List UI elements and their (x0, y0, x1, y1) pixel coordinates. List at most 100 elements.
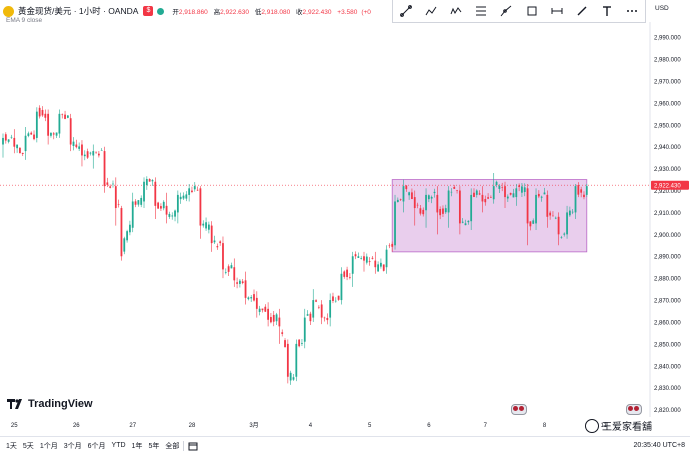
candle[interactable] (411, 188, 413, 200)
candle[interactable] (464, 219, 467, 226)
candle[interactable] (416, 202, 419, 209)
candle[interactable] (154, 177, 157, 219)
candle[interactable] (312, 289, 315, 322)
measure-tool-icon[interactable] (550, 4, 564, 18)
period-5d[interactable]: 5天 (22, 442, 34, 450)
candle[interactable] (577, 182, 580, 198)
candle[interactable] (219, 240, 222, 246)
candle[interactable] (196, 186, 199, 191)
candle[interactable] (303, 308, 306, 349)
candle[interactable] (442, 205, 444, 217)
candle[interactable] (348, 272, 351, 280)
candle[interactable] (7, 139, 10, 144)
candle[interactable] (33, 130, 35, 141)
candle[interactable] (447, 186, 450, 228)
candle[interactable] (61, 113, 64, 119)
candle[interactable] (19, 147, 21, 154)
candle[interactable] (250, 294, 253, 302)
candle[interactable] (492, 172, 495, 204)
fib-tool-icon[interactable] (474, 4, 488, 18)
candle[interactable] (171, 212, 174, 220)
candle[interactable] (506, 194, 509, 202)
more-tools-icon[interactable] (625, 4, 639, 18)
candle[interactable] (38, 105, 41, 119)
candle[interactable] (182, 192, 185, 201)
candle[interactable] (278, 308, 281, 344)
candle[interactable] (120, 205, 123, 261)
candle[interactable] (143, 177, 145, 209)
candle[interactable] (275, 312, 278, 325)
range-rectangle[interactable] (391, 179, 588, 253)
candle[interactable] (72, 137, 75, 151)
candle[interactable] (337, 295, 340, 301)
candle[interactable] (89, 151, 92, 156)
candle[interactable] (131, 192, 134, 233)
text-tool-icon[interactable] (600, 4, 614, 18)
candle[interactable] (490, 195, 492, 198)
candle[interactable] (64, 110, 66, 120)
period-6m[interactable]: 6个月 (87, 442, 106, 450)
candle[interactable] (69, 113, 72, 152)
candle[interactable] (230, 262, 233, 269)
period-all[interactable]: 全部 (165, 442, 180, 450)
candle[interactable] (185, 191, 188, 202)
brush-tool-icon[interactable] (575, 4, 589, 18)
candle[interactable] (365, 253, 368, 265)
candle[interactable] (160, 203, 162, 211)
period-1d[interactable]: 1天 (6, 442, 17, 450)
candle[interactable] (50, 132, 52, 138)
candle[interactable] (247, 296, 250, 301)
candle[interactable] (377, 261, 379, 272)
candle[interactable] (309, 311, 312, 325)
candle[interactable] (360, 255, 363, 260)
candle[interactable] (224, 268, 227, 275)
candle[interactable] (396, 197, 399, 203)
candle[interactable] (394, 194, 396, 250)
candle[interactable] (109, 184, 112, 189)
candle[interactable] (473, 188, 475, 198)
candle[interactable] (24, 126, 27, 160)
candle[interactable] (399, 198, 402, 201)
candle[interactable] (317, 305, 320, 310)
candle[interactable] (41, 106, 44, 117)
candle[interactable] (487, 193, 489, 200)
candle[interactable] (380, 258, 382, 269)
candle[interactable] (368, 257, 371, 266)
candle[interactable] (2, 133, 4, 158)
candle[interactable] (515, 183, 518, 206)
candle[interactable] (179, 192, 182, 204)
candle[interactable] (227, 264, 230, 276)
candle[interactable] (58, 109, 61, 138)
candle[interactable] (83, 150, 86, 161)
candle[interactable] (207, 221, 210, 234)
pitchfork-tool-icon[interactable] (499, 4, 513, 18)
candle[interactable] (427, 194, 430, 203)
event-flag-icon[interactable] (511, 404, 527, 415)
candle[interactable] (346, 266, 348, 281)
candle[interactable] (255, 291, 258, 318)
candle[interactable] (340, 267, 343, 305)
candle[interactable] (580, 186, 583, 198)
candle[interactable] (315, 299, 317, 303)
candle[interactable] (284, 338, 286, 348)
candle[interactable] (374, 251, 377, 274)
candle[interactable] (236, 277, 238, 289)
candle[interactable] (216, 243, 219, 250)
candle[interactable] (402, 179, 405, 213)
candle[interactable] (478, 190, 481, 196)
candle[interactable] (78, 142, 81, 151)
candle[interactable] (100, 148, 103, 151)
candle[interactable] (363, 251, 365, 272)
candle[interactable] (450, 188, 453, 197)
candle[interactable] (27, 131, 30, 138)
candle[interactable] (334, 297, 337, 303)
candle[interactable] (289, 370, 292, 385)
candle[interactable] (81, 140, 83, 167)
candle[interactable] (306, 310, 309, 316)
candle[interactable] (509, 192, 512, 196)
candle[interactable] (371, 256, 374, 260)
candle[interactable] (357, 252, 360, 258)
candle[interactable] (529, 221, 532, 231)
candle[interactable] (174, 209, 176, 222)
candle[interactable] (521, 182, 523, 197)
